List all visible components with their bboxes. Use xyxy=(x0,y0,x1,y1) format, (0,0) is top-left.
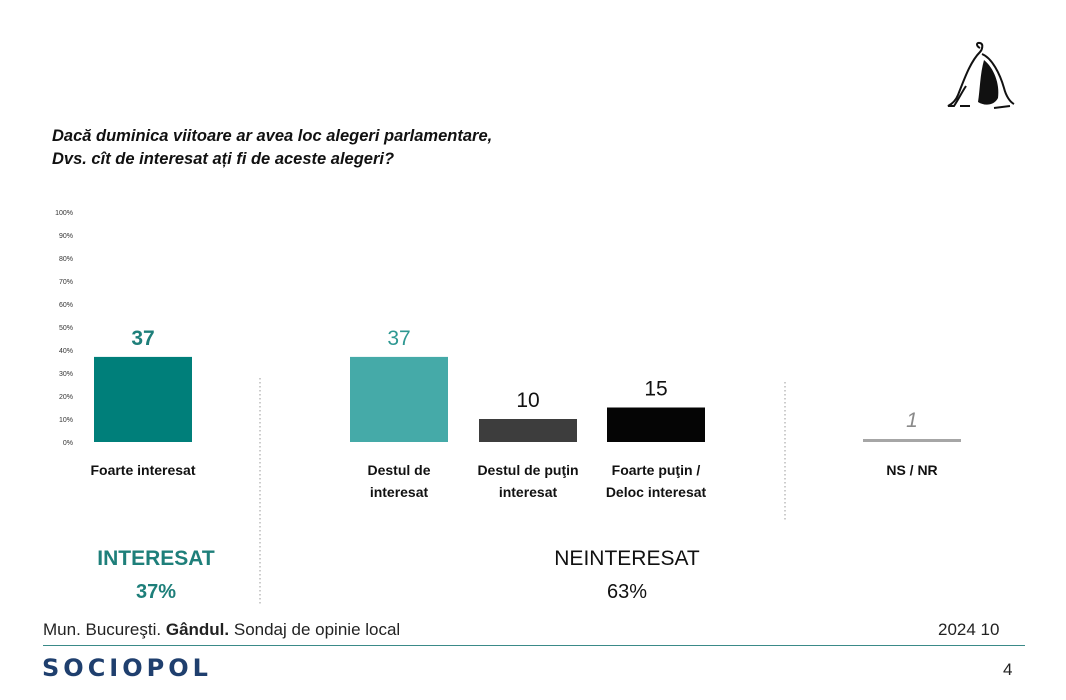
category-label-1: Foarte interesat xyxy=(63,459,223,481)
y-tick-label: 0% xyxy=(63,440,73,447)
category-label-line-1: Foarte interesat xyxy=(90,462,196,478)
footer-source: Mun. Bucureşti. Gândul. Sondaj de opinie… xyxy=(43,620,400,640)
y-tick-label: 100% xyxy=(55,210,73,217)
footer-location: Mun. Bucureşti. xyxy=(43,620,162,639)
category-label-5: NS / NR xyxy=(832,459,992,481)
category-label-line-1: NS / NR xyxy=(886,462,938,478)
penguin-figure-icon xyxy=(947,41,1015,109)
bar-value-label-3: 10 xyxy=(516,389,539,412)
y-tick-label: 60% xyxy=(59,302,73,309)
bar-3 xyxy=(479,419,577,442)
y-tick-label: 70% xyxy=(59,279,73,286)
survey-question: Dacă duminica viitoare ar avea loc alege… xyxy=(52,125,752,171)
category-label-line-2: interesat xyxy=(369,484,429,500)
y-tick-label: 30% xyxy=(59,371,73,378)
footer-description: Sondaj de opinie local xyxy=(233,620,401,639)
group-interesat-label: INTERESAT xyxy=(97,547,215,570)
category-label-line-1: Foarte puţin / xyxy=(611,462,701,478)
bar-4 xyxy=(607,407,705,442)
bar-value-label-5: 1 xyxy=(906,409,918,432)
group-neinteresat-label: NEINTERESAT xyxy=(554,547,700,570)
y-tick-label: 10% xyxy=(59,417,73,424)
category-label-line-2: interesat xyxy=(498,484,558,500)
bar-value-label-2: 37 xyxy=(387,327,410,350)
footer-client: Gândul. xyxy=(165,620,230,639)
y-tick-label: 50% xyxy=(59,325,73,332)
y-tick-label: 20% xyxy=(59,394,73,401)
footer-date: 2024 10 xyxy=(938,620,1000,639)
category-label-4: Foarte puţin / Deloc interesat xyxy=(576,459,736,503)
bar-2 xyxy=(350,356,448,442)
bar-value-label-1: 37 xyxy=(131,327,154,350)
category-label-2: Destul de interesat xyxy=(319,459,479,503)
bar-5 xyxy=(863,439,961,442)
bar-chart: 0% 10% 20% 30% 40% 50% 60% 70% 80% 90% 100% 37 37 10 1… xyxy=(55,210,961,605)
brand-logo: SOCIOPOL xyxy=(42,654,212,682)
question-line-1: Dacă duminica viitoare ar avea loc alege… xyxy=(52,127,493,145)
category-label-line-1: Destul de xyxy=(367,462,431,478)
y-tick-label: 80% xyxy=(59,256,73,263)
y-tick-label: 90% xyxy=(59,233,73,240)
question-line-2: Dvs. cît de interesat ați fi de aceste a… xyxy=(52,150,395,168)
group-interesat-percent: 37% xyxy=(135,581,177,603)
y-tick-label: 40% xyxy=(59,348,73,355)
category-label-3: Destul de puţin interesat xyxy=(448,459,608,503)
group-neinteresat-percent: 63% xyxy=(606,581,648,603)
bar-1 xyxy=(94,356,192,442)
bar-value-label-4: 15 xyxy=(644,378,667,401)
footer-divider xyxy=(43,645,1025,646)
page-number: 4 xyxy=(1003,660,1013,679)
category-label-line-1: Destul de puţin xyxy=(477,462,579,478)
category-label-line-2: Deloc interesat xyxy=(605,484,707,500)
